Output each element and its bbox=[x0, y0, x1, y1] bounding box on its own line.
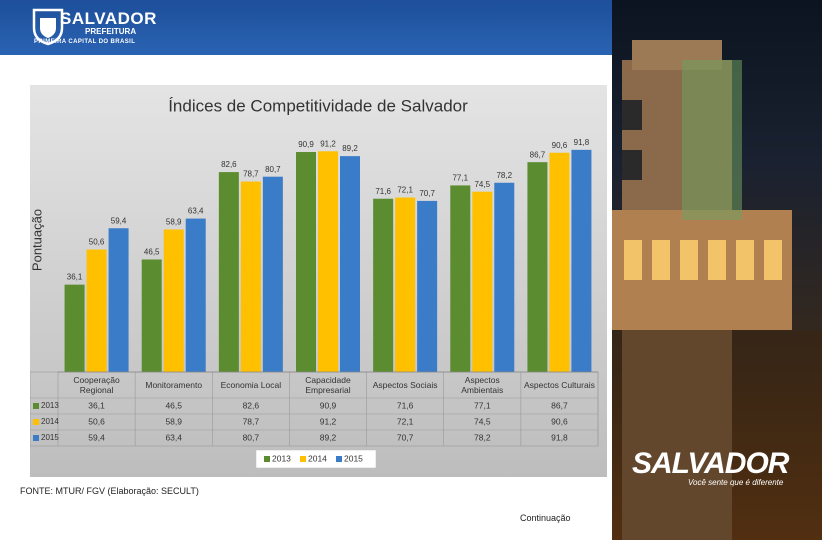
table-row-label: 2014 bbox=[41, 417, 59, 426]
data-label: 77,1 bbox=[452, 174, 468, 183]
continuation: Continuação bbox=[520, 513, 571, 523]
x-tick-label: Monitoramento bbox=[145, 380, 203, 390]
x-tick-label: Aspectos Culturais bbox=[523, 380, 595, 390]
data-label: 59,4 bbox=[111, 216, 127, 225]
x-tick-label: Aspectos Sociais bbox=[372, 380, 438, 390]
legend-swatch bbox=[300, 456, 306, 462]
bar bbox=[108, 228, 129, 372]
tower bbox=[612, 40, 822, 540]
x-tick-label: Economia Local bbox=[220, 380, 282, 390]
chart-panel: Índices de Competitividade de Salvador P… bbox=[30, 85, 607, 477]
photo: SALVADOR Você sente que é diferente bbox=[612, 0, 822, 540]
table-legend-key bbox=[33, 403, 39, 409]
table-cell: 89,2 bbox=[320, 432, 337, 442]
legend-label: 2015 bbox=[344, 453, 363, 463]
bar bbox=[218, 172, 239, 372]
table-row-label: 2013 bbox=[41, 401, 59, 410]
bar bbox=[185, 218, 206, 372]
brand-tagline: PRIMEIRA CAPITAL DO BRASIL bbox=[34, 39, 136, 45]
data-label: 91,2 bbox=[320, 139, 336, 148]
table-cell: 77,1 bbox=[474, 400, 491, 410]
table-cell: 78,2 bbox=[474, 432, 491, 442]
x-tick-label: Cooperação Regional bbox=[73, 375, 120, 395]
legend-swatch bbox=[336, 456, 342, 462]
photo-slogan: Você sente que é diferente bbox=[688, 478, 784, 487]
brand-sub: PREFEITURA bbox=[85, 27, 137, 36]
bar bbox=[296, 152, 316, 372]
table-cell: 70,7 bbox=[397, 432, 414, 442]
table-cell: 90,6 bbox=[551, 416, 568, 426]
table-cell: 59,4 bbox=[88, 432, 105, 442]
table-cell: 86,7 bbox=[551, 400, 568, 410]
table-cell: 90,9 bbox=[320, 400, 337, 410]
bar bbox=[395, 197, 416, 372]
data-label: 90,6 bbox=[552, 141, 568, 150]
table-legend-key bbox=[33, 419, 39, 425]
bar bbox=[549, 152, 570, 372]
table-cell: 46,5 bbox=[165, 400, 182, 410]
bar bbox=[64, 284, 85, 372]
y-axis-label: Pontuação bbox=[30, 209, 45, 271]
chart: Índices de Competitividade de Salvador P… bbox=[30, 96, 599, 469]
legend-swatch bbox=[264, 456, 270, 462]
table-legend-key bbox=[33, 435, 39, 441]
data-label: 86,7 bbox=[530, 150, 546, 159]
photo-logo: SALVADOR bbox=[632, 447, 789, 480]
bar bbox=[527, 162, 548, 372]
bar bbox=[417, 200, 438, 372]
data-label: 78,2 bbox=[496, 171, 512, 180]
legend-label: 2014 bbox=[308, 453, 327, 463]
table-cell: 82,6 bbox=[243, 400, 260, 410]
data-label: 50,6 bbox=[89, 238, 105, 247]
table-cell: 72,1 bbox=[397, 416, 414, 426]
data-label: 78,7 bbox=[243, 170, 259, 179]
bar bbox=[472, 191, 493, 372]
table-cell: 71,6 bbox=[397, 400, 414, 410]
table-cell: 58,9 bbox=[165, 416, 182, 426]
data-label: 36,1 bbox=[67, 273, 83, 282]
legend-label: 2013 bbox=[272, 453, 291, 463]
data-label: 91,8 bbox=[574, 138, 590, 147]
data-label: 70,7 bbox=[419, 189, 435, 198]
bar bbox=[141, 259, 162, 372]
bar bbox=[340, 156, 360, 372]
table-row-label: 2015 bbox=[41, 433, 59, 442]
header: SALVADOR PREFEITURA PRIMEIRA CAPITAL DO … bbox=[0, 0, 612, 55]
data-label: 90,9 bbox=[298, 140, 314, 149]
table-cell: 80,7 bbox=[243, 432, 260, 442]
data-label: 89,2 bbox=[342, 144, 358, 153]
bar bbox=[494, 182, 515, 372]
table-cell: 36,1 bbox=[88, 400, 105, 410]
bar bbox=[240, 181, 261, 372]
table-cell: 91,8 bbox=[551, 432, 568, 442]
bar bbox=[318, 151, 338, 372]
brand: SALVADOR bbox=[60, 9, 157, 28]
data-label: 72,1 bbox=[397, 186, 413, 195]
data-label: 71,6 bbox=[375, 187, 391, 196]
legend-box bbox=[255, 449, 377, 469]
data-label: 74,5 bbox=[474, 180, 490, 189]
data-label: 58,9 bbox=[166, 218, 182, 227]
bar bbox=[86, 249, 107, 372]
x-tick-label: Capacidade Empresarial bbox=[305, 375, 351, 395]
data-label: 80,7 bbox=[265, 165, 281, 174]
table-cell: 50,6 bbox=[88, 416, 105, 426]
bar bbox=[571, 149, 592, 372]
data-label: 46,5 bbox=[144, 248, 160, 257]
table-cell: 63,4 bbox=[165, 432, 182, 442]
bar bbox=[262, 176, 283, 372]
bar bbox=[373, 198, 394, 372]
source: FONTE: MTUR/ FGV (Elaboração: SECULT) bbox=[20, 486, 199, 496]
table-cell: 78,7 bbox=[243, 416, 260, 426]
bar bbox=[163, 229, 184, 372]
crest bbox=[32, 8, 64, 46]
table-cell: 91,2 bbox=[320, 416, 337, 426]
chart-title: Índices de Competitividade de Salvador bbox=[168, 96, 468, 115]
data-label: 82,6 bbox=[221, 160, 237, 169]
table-cell: 74,5 bbox=[474, 416, 491, 426]
data-label: 63,4 bbox=[188, 207, 204, 216]
x-tick-label: Aspectos Ambientais bbox=[461, 375, 504, 395]
bar bbox=[450, 185, 471, 372]
